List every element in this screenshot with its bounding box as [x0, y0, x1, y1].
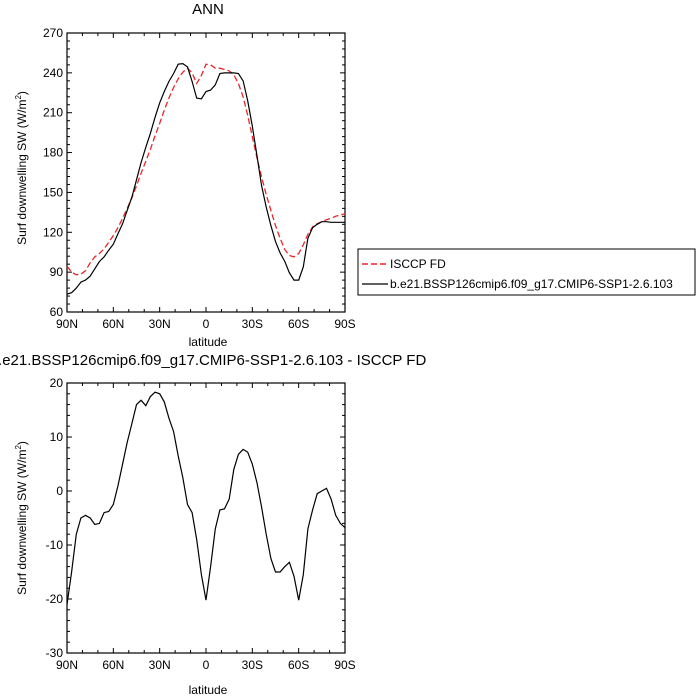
top-chart-xtick-label: 30S [242, 317, 263, 331]
top-chart-xtick-label: 60S [288, 317, 309, 331]
top-chart-frame [66, 32, 346, 313]
bottom-chart-ytick-label: 10 [50, 430, 64, 444]
legend-box [357, 248, 696, 296]
top-chart-ylabel: Surf downwelling SW (W/m2) [14, 91, 29, 245]
bottom-chart-ytick-label: -30 [46, 646, 64, 660]
bottom-chart-title: b.e21.BSSP126cmip6.f09_g17.CMIP6-SSP1-2.… [0, 352, 426, 369]
top-chart-ytick-label: 210 [43, 106, 63, 120]
bottom-chart-xtick-label: 60N [102, 658, 124, 672]
top-chart-ytick-label: 90 [50, 265, 64, 279]
top-chart-xtick-label: 90S [334, 317, 355, 331]
top-chart-xtick-label: 90N [56, 317, 78, 331]
bottom-chart-series-0 [66, 391, 346, 605]
bottom-chart-xtick-label: 0 [203, 658, 210, 672]
bottom-chart-ytick-label: -20 [46, 592, 64, 606]
top-chart-xlabel: latitude [189, 335, 228, 349]
top-chart-title: ANN [192, 1, 224, 18]
top-chart-series-1 [66, 62, 345, 295]
top-chart-xtick-label: 60N [102, 317, 124, 331]
bottom-chart-ytick-label: 0 [56, 484, 63, 498]
top-plot-area: 90N 60N 30N 0 30S 60S 90S 60 90 120 150 180 210 240 27… [43, 26, 356, 331]
top-chart-ytick-label: 60 [50, 305, 64, 319]
bottom-chart-xtick-label: 90N [56, 658, 78, 672]
bottom-chart-ylabel: Surf downwelling SW (W/m2) [14, 441, 29, 595]
top-chart-ytick-label: 180 [43, 146, 63, 160]
bottom-chart-ytick-label: -10 [46, 538, 64, 552]
top-chart-ytick-label: 120 [43, 225, 63, 239]
bottom-chart-frame [66, 382, 346, 654]
bottom-chart-xlabel: latitude [189, 683, 228, 697]
bottom-chart-xtick-label: 60S [288, 658, 309, 672]
top-chart-ytick-label: 150 [43, 185, 63, 199]
bottom-chart-xtick-label: 90S [334, 658, 355, 672]
bottom-chart-ytick-label: 20 [50, 376, 64, 390]
legend-label-model: b.e21.BSSP126cmip6.f09_g17.CMIP6-SSP1-2.… [390, 277, 673, 291]
bottom-chart-xtick-label: 30S [242, 658, 263, 672]
legend: ISCCP FD b.e21.BSSP126cmip6.f09_g17.CMIP… [357, 248, 696, 296]
bottom-chart-xtick-label: 30N [149, 658, 171, 672]
top-chart-ytick-label: 270 [43, 26, 63, 40]
top-chart-xtick-label: 0 [203, 317, 210, 331]
bottom-plot-area: 90N 60N 30N 0 30S 60S 90S -30 -20 -10 0 10 20 [46, 376, 356, 672]
top-chart-series-0 [66, 63, 346, 276]
legend-label-isccp: ISCCP FD [390, 257, 446, 271]
top-chart-ytick-label: 240 [43, 66, 63, 80]
top-chart-xtick-label: 30N [149, 317, 171, 331]
